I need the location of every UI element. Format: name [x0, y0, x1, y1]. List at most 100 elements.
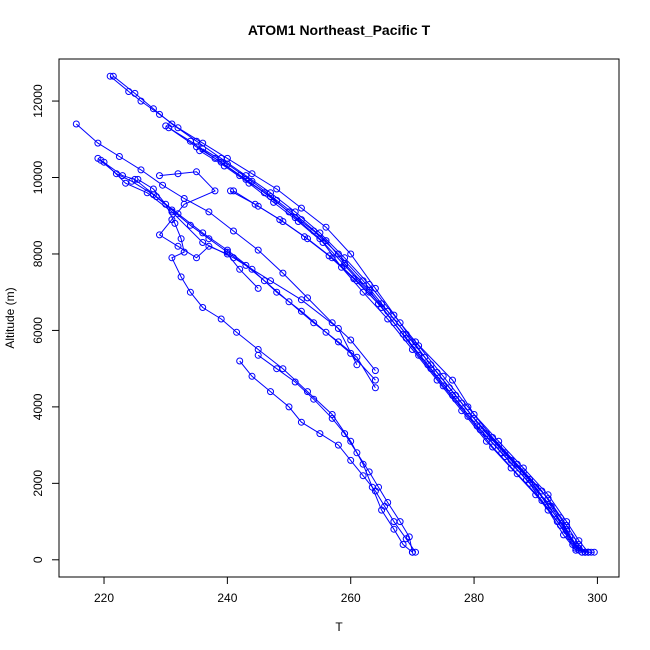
data-point	[119, 172, 126, 180]
data-point	[544, 491, 552, 499]
x-tick-label: 220	[94, 591, 114, 605]
data-point	[310, 319, 318, 327]
series-15	[134, 175, 416, 556]
series-7	[227, 187, 583, 552]
x-tick-label: 260	[341, 591, 361, 605]
data-point	[233, 328, 241, 336]
data-point	[476, 426, 484, 434]
x-tick-label: 300	[587, 591, 607, 605]
data-point	[464, 412, 472, 420]
data-point	[347, 250, 355, 258]
data-point	[156, 231, 163, 239]
data-point	[159, 181, 167, 189]
data-point	[334, 325, 342, 332]
data-point	[291, 378, 299, 386]
data-point	[304, 235, 311, 243]
data-point	[223, 246, 231, 254]
data-point	[405, 533, 413, 541]
data-point	[412, 548, 419, 556]
data-point	[156, 110, 163, 118]
data-point	[174, 242, 182, 250]
data-point	[236, 265, 244, 273]
data-point	[519, 464, 527, 472]
plot-frame	[58, 58, 620, 578]
data-point	[171, 219, 179, 227]
data-point	[122, 179, 130, 187]
data-point	[482, 437, 490, 445]
series-1	[106, 72, 595, 556]
data-point	[205, 242, 213, 250]
data-point	[334, 338, 342, 346]
data-point	[371, 384, 379, 392]
data-point	[526, 479, 534, 487]
data-point	[334, 250, 342, 258]
data-point	[177, 235, 185, 243]
data-point	[149, 185, 157, 193]
data-point	[449, 376, 456, 384]
series-line	[257, 354, 413, 553]
series-10	[72, 120, 379, 375]
data-point	[378, 304, 386, 311]
data-point	[106, 72, 114, 80]
data-point	[297, 296, 305, 304]
data-point	[347, 456, 355, 464]
data-point	[310, 395, 318, 403]
data-point	[544, 506, 552, 514]
data-point	[412, 338, 419, 346]
data-point	[217, 315, 225, 323]
data-point	[248, 170, 256, 178]
series-line	[233, 190, 577, 551]
data-point	[254, 351, 262, 359]
data-point	[328, 411, 336, 418]
series-16	[236, 357, 419, 556]
data-point	[279, 218, 287, 225]
data-point	[180, 248, 188, 256]
data-point	[347, 336, 355, 344]
data-point	[334, 441, 342, 449]
data-point	[134, 175, 142, 183]
data-point	[162, 200, 170, 208]
data-point	[322, 328, 330, 336]
data-point	[174, 170, 182, 178]
data-point	[254, 284, 262, 292]
data-point	[297, 418, 305, 426]
data-point	[353, 449, 361, 457]
data-point	[347, 437, 355, 445]
data-point	[495, 437, 503, 445]
data-point	[563, 518, 571, 526]
data-point	[427, 365, 435, 373]
data-point	[384, 499, 392, 506]
y-tick-label: 6000	[31, 317, 45, 344]
data-point	[375, 483, 382, 491]
data-point	[297, 216, 305, 224]
data-point	[273, 365, 281, 373]
data-point	[230, 187, 237, 195]
data-point	[402, 334, 410, 342]
data-point	[322, 237, 330, 245]
series-6	[199, 145, 589, 556]
data-point	[399, 541, 407, 548]
data-point	[199, 239, 207, 246]
data-point	[180, 200, 188, 208]
series-line	[158, 171, 259, 289]
data-point	[322, 223, 330, 231]
data-point	[193, 254, 200, 262]
data-point	[347, 349, 355, 357]
data-point	[230, 227, 237, 235]
data-point	[470, 411, 478, 418]
series-4	[165, 124, 589, 556]
data-point	[538, 497, 546, 504]
data-point	[359, 460, 367, 468]
y-axis: 0 2000 4000 6000 8000 10000 12000	[31, 84, 60, 563]
data-point	[100, 158, 108, 166]
data-point	[390, 319, 398, 327]
data-point	[584, 548, 592, 556]
series-line	[415, 341, 589, 553]
data-point	[273, 288, 281, 296]
y-tick-label: 2000	[31, 470, 45, 497]
data-point	[174, 210, 182, 218]
y-axis-label: Altitude (m)	[3, 287, 17, 348]
data-point	[223, 160, 231, 168]
series-line	[75, 123, 376, 371]
data-point	[199, 229, 207, 237]
